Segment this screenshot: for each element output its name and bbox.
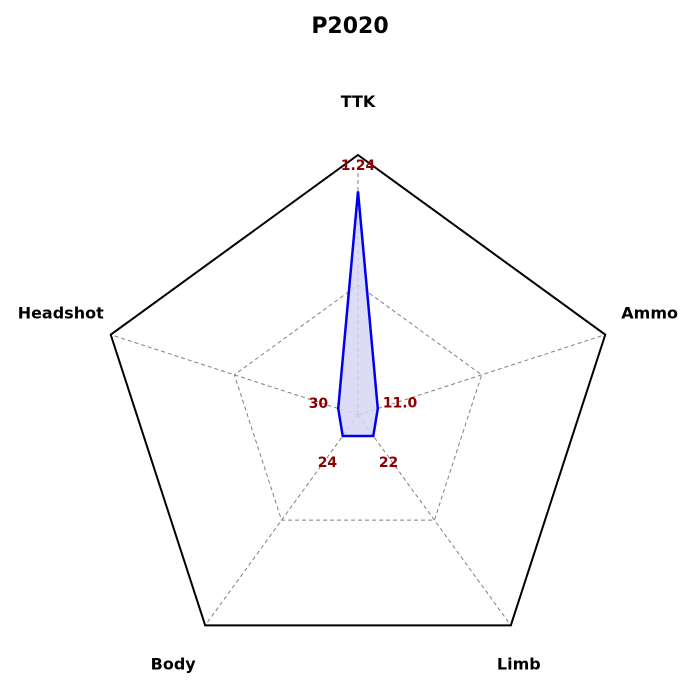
series-polygon bbox=[336, 191, 380, 438]
value-label-body: 24 bbox=[318, 455, 338, 471]
axis-label-ammo: Ammo bbox=[621, 304, 678, 323]
value-label-headshot: 30 bbox=[309, 396, 329, 412]
axis-label-headshot: Headshot bbox=[18, 304, 104, 323]
value-label-ttk: 1.24 bbox=[341, 158, 376, 174]
axis-label-limb: Limb bbox=[497, 654, 541, 673]
label-layer: TTK Ammo Limb Body Headshot 1.24 11.0 22 24 30 bbox=[18, 92, 678, 673]
grid-layer bbox=[109, 153, 607, 627]
value-label-limb: 22 bbox=[379, 455, 398, 471]
axis-label-ttk: TTK bbox=[341, 92, 376, 111]
spoke-ammo bbox=[357, 334, 606, 416]
value-label-ammo: 11.0 bbox=[383, 395, 418, 411]
outer-frame bbox=[109, 153, 607, 627]
spoke-limb bbox=[357, 414, 512, 626]
chart-title: P2020 bbox=[311, 14, 388, 39]
grid-ring-0 bbox=[233, 284, 483, 521]
axis-label-body: Body bbox=[151, 654, 197, 673]
series-layer bbox=[336, 191, 380, 438]
